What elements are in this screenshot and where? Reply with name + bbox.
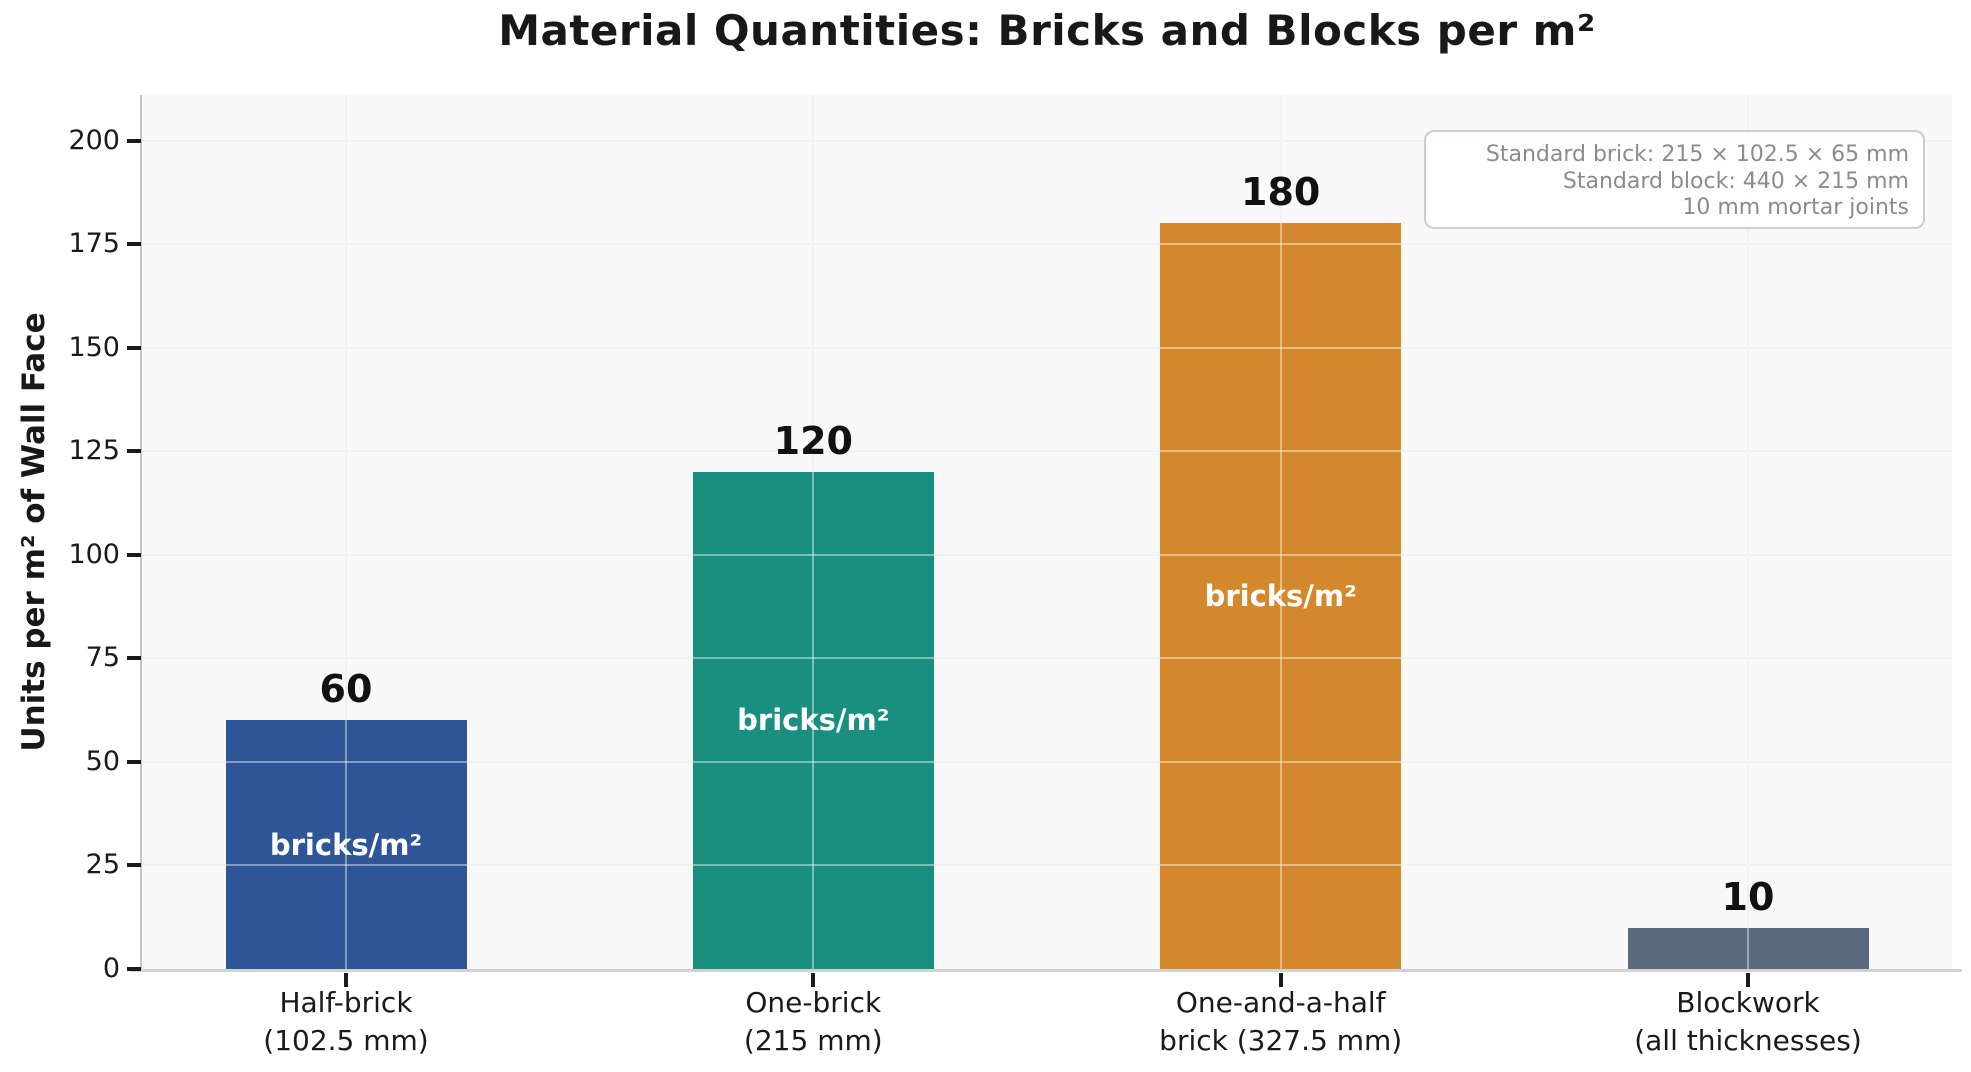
bar-value-label: 60 xyxy=(319,667,373,712)
annotation-box: Standard brick: 215 × 102.5 × 65 mm Stan… xyxy=(1424,130,1925,229)
bar-inner-label: bricks/m² xyxy=(1204,579,1357,614)
gridline-vertical xyxy=(1747,95,1749,969)
y-tick-label: 100 xyxy=(68,538,120,570)
y-tick-label: 200 xyxy=(68,124,120,156)
y-tick-mark xyxy=(127,345,141,350)
y-tick-mark xyxy=(127,967,141,971)
bar-half-brick: bricks/m² xyxy=(225,720,467,969)
bar-inner-label: bricks/m² xyxy=(737,703,890,738)
annotation-line-block: Standard block: 440 × 215 mm xyxy=(1562,168,1909,194)
x-tick-label-half-brick: Half-brick (102.5 mm) xyxy=(126,984,566,1060)
x-tick-line1: Blockwork xyxy=(1676,986,1820,1019)
x-tick-mark xyxy=(811,973,816,987)
y-tick-mark xyxy=(127,242,141,247)
gridline-horizontal xyxy=(142,760,1952,763)
gridline-vertical xyxy=(345,95,347,969)
y-tick-label: 25 xyxy=(85,849,120,881)
gridline-horizontal xyxy=(142,864,1952,867)
y-tick-mark xyxy=(127,138,141,143)
gridline-horizontal xyxy=(142,553,1952,556)
gridline-vertical xyxy=(1279,95,1282,969)
x-tick-line2: brick (327.5 mm) xyxy=(1159,1024,1403,1057)
x-tick-line1: One-and-a-half xyxy=(1175,986,1386,1019)
gridline-vertical xyxy=(345,95,347,969)
bar-value-label: 120 xyxy=(773,418,853,463)
x-tick-label-one-brick: One-brick (215 mm) xyxy=(593,984,1033,1060)
bar-one-brick: bricks/m² xyxy=(692,471,934,969)
annotation-line-mortar: 10 mm mortar joints xyxy=(1682,195,1909,220)
bar-group-one-and-a-half-brick: 180 bricks/m² xyxy=(1160,170,1402,969)
y-tick-mark xyxy=(127,863,141,868)
x-tick-mark xyxy=(1278,973,1283,987)
bar-value-label: 10 xyxy=(1721,874,1775,919)
x-tick-mark xyxy=(1746,973,1750,987)
gridline-horizontal xyxy=(142,553,1952,556)
bar-value-label: 180 xyxy=(1241,170,1321,215)
gridline-horizontal xyxy=(142,450,1952,453)
x-tick-line2: (102.5 mm) xyxy=(263,1024,429,1057)
y-tick-label: 75 xyxy=(85,642,120,674)
y-tick-mark xyxy=(127,656,141,661)
y-tick-label: 175 xyxy=(68,228,120,260)
gridline-horizontal xyxy=(142,657,1952,660)
y-tick-label: 125 xyxy=(68,435,120,467)
y-axis-line xyxy=(140,95,142,972)
bar-group-one-brick: 120 bricks/m² xyxy=(692,418,934,969)
gridline-horizontal xyxy=(142,243,1952,246)
y-tick-mark xyxy=(127,759,141,764)
bar-inner-label: bricks/m² xyxy=(269,827,423,862)
x-tick-label-one-and-a-half-brick: One-and-a-half brick (327.5 mm) xyxy=(1061,984,1501,1060)
gridline-vertical xyxy=(1747,95,1749,969)
plot-area: 60 bricks/m² 120 bricks/m² 180 bricks/m²… xyxy=(142,95,1952,969)
x-tick-mark xyxy=(344,973,348,987)
gridline-horizontal xyxy=(142,243,1952,246)
y-tick-mark xyxy=(127,552,141,557)
gridline-horizontal xyxy=(142,450,1952,453)
y-tick-mark xyxy=(127,449,141,454)
annotation-line-brick: Standard brick: 215 × 102.5 × 65 mm xyxy=(1485,142,1909,167)
gridline-horizontal xyxy=(142,760,1952,763)
chart-title: Material Quantities: Bricks and Blocks p… xyxy=(498,6,1596,55)
gridline-horizontal xyxy=(142,657,1952,660)
gridline-horizontal xyxy=(142,346,1952,349)
x-tick-line1: One-brick xyxy=(745,986,882,1019)
bar-group-blockwork: 10 xyxy=(1627,874,1869,969)
gridline-horizontal xyxy=(142,864,1952,867)
bar-blockwork xyxy=(1627,927,1869,969)
x-tick-label-blockwork: Blockwork (all thicknesses) xyxy=(1528,984,1968,1060)
bar-one-and-a-half-brick: bricks/m² xyxy=(1160,223,1402,969)
gridline-horizontal xyxy=(142,346,1952,349)
gridline-horizontal xyxy=(142,139,1952,142)
x-axis-line xyxy=(130,969,1962,972)
bar-group-half-brick: 60 bricks/m² xyxy=(225,667,467,969)
y-axis-title: Units per m² of Wall Face xyxy=(16,312,52,752)
gridline-vertical xyxy=(812,95,815,969)
y-tick-label: 0 xyxy=(102,953,120,984)
x-tick-line2: (all thicknesses) xyxy=(1634,1024,1862,1057)
x-tick-line1: Half-brick xyxy=(279,986,413,1019)
gridline-horizontal xyxy=(142,139,1952,142)
x-tick-line2: (215 mm) xyxy=(743,1024,883,1057)
y-tick-label: 50 xyxy=(85,745,120,777)
y-tick-label: 150 xyxy=(68,331,120,363)
